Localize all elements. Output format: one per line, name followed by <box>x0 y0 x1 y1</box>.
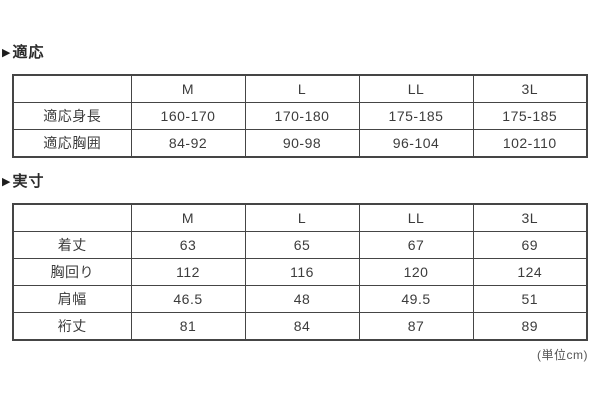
size-value-cell: 160-170 <box>130 102 246 130</box>
size-value-cell: 49.5 <box>358 285 474 313</box>
size-value-cell: 89 <box>472 312 588 341</box>
size-value-cell: 87 <box>358 312 474 341</box>
size-value-cell: 46.5 <box>130 285 246 313</box>
size-value-cell: 81 <box>130 312 246 341</box>
size-value-cell: 116 <box>244 258 360 286</box>
size-column-header: L <box>244 74 360 103</box>
size-value-cell: 112 <box>130 258 246 286</box>
table-row: 裄丈 81 84 87 89 <box>12 312 588 341</box>
row-label: 適応胸囲 <box>12 129 132 158</box>
size-value-cell: 102-110 <box>472 129 588 158</box>
size-value-cell: 63 <box>130 231 246 259</box>
row-label: 着丈 <box>12 231 132 259</box>
size-table: M L LL 3L 着丈 63 65 67 69 胸回り 112 116 120 124 肩幅 46.5 48 4… <box>12 203 588 341</box>
size-section: ▶適応 M L LL 3L 適応身長 160-170 170-180 175-185 175-18… <box>0 44 600 158</box>
size-value-cell: 48 <box>244 285 360 313</box>
size-value-cell: 170-180 <box>244 102 360 130</box>
triangle-marker-icon: ▶ <box>2 47 12 59</box>
section-heading-label: 適応 <box>12 44 45 61</box>
size-value-cell: 96-104 <box>358 129 474 158</box>
size-value-cell: 51 <box>472 285 588 313</box>
size-value-cell: 120 <box>358 258 474 286</box>
corner-cell <box>12 203 132 232</box>
size-value-cell: 175-185 <box>358 102 474 130</box>
row-label: 適応身長 <box>12 102 132 130</box>
triangle-marker-icon: ▶ <box>2 176 12 188</box>
size-value-cell: 90-98 <box>244 129 360 158</box>
size-table: M L LL 3L 適応身長 160-170 170-180 175-185 175-185 適応… <box>12 74 588 158</box>
size-value-cell: 84-92 <box>130 129 246 158</box>
row-label: 胸回り <box>12 258 132 286</box>
size-column-header: M <box>130 74 246 103</box>
unit-note: (単位cm) <box>537 348 588 362</box>
size-column-header: M <box>130 203 246 232</box>
corner-cell <box>12 74 132 103</box>
section-heading: ▶適応 <box>2 44 600 63</box>
size-value-cell: 67 <box>358 231 474 259</box>
table-row: 適応胸囲 84-92 90-98 96-104 102-110 <box>12 129 588 158</box>
size-column-header: 3L <box>472 203 588 232</box>
table-row: 着丈 63 65 67 69 <box>12 231 588 259</box>
size-value-cell: 84 <box>244 312 360 341</box>
section-heading-label: 実寸 <box>12 173 45 190</box>
size-section: ▶実寸 M L LL 3L 着丈 63 65 67 69 胸回り 112 116 120 124 肩幅 46.5… <box>0 173 600 341</box>
size-column-header: L <box>244 203 360 232</box>
size-value-cell: 124 <box>472 258 588 286</box>
size-column-header: LL <box>358 203 474 232</box>
size-value-cell: 69 <box>472 231 588 259</box>
row-label: 裄丈 <box>12 312 132 341</box>
row-label: 肩幅 <box>12 285 132 313</box>
size-value-cell: 65 <box>244 231 360 259</box>
size-chart-sections: ▶適応 M L LL 3L 適応身長 160-170 170-180 175-185 175-18… <box>0 44 600 341</box>
table-row: 肩幅 46.5 48 49.5 51 <box>12 285 588 313</box>
size-column-header: LL <box>358 74 474 103</box>
size-column-header: 3L <box>472 74 588 103</box>
section-heading: ▶実寸 <box>2 173 600 192</box>
header-row: M L LL 3L <box>12 203 588 232</box>
table-row: 適応身長 160-170 170-180 175-185 175-185 <box>12 102 588 130</box>
table-row: 胸回り 112 116 120 124 <box>12 258 588 286</box>
header-row: M L LL 3L <box>12 74 588 103</box>
size-value-cell: 175-185 <box>472 102 588 130</box>
